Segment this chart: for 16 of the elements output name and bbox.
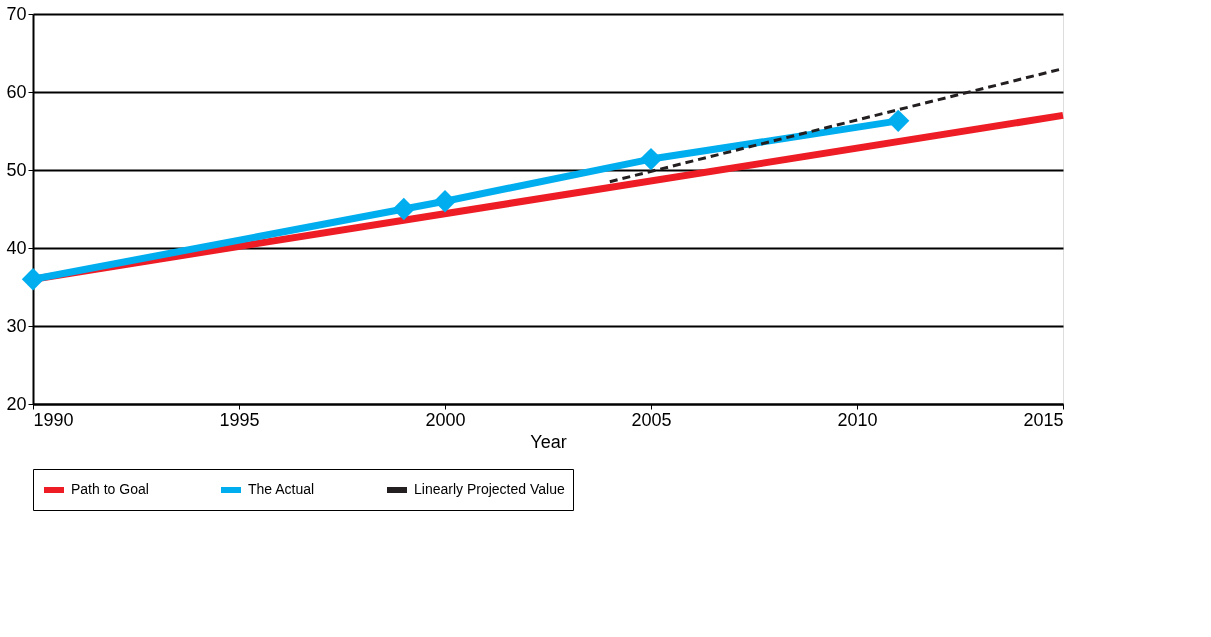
x-axis-title: Year bbox=[530, 431, 567, 452]
y-tick-label: 60 bbox=[6, 81, 27, 102]
x-tick-label: 1990 bbox=[33, 409, 74, 430]
y-tick-label: 40 bbox=[6, 237, 27, 258]
y-tick-label: 50 bbox=[6, 159, 27, 180]
legend-label: Linearly Projected Value bbox=[414, 481, 565, 497]
legend-label: The Actual bbox=[248, 481, 315, 497]
x-tick-label: 2015 bbox=[1023, 409, 1064, 430]
x-tick-label: 2005 bbox=[631, 409, 672, 430]
x-tick-label: 1995 bbox=[219, 409, 260, 430]
x-tick-label: 2000 bbox=[425, 409, 466, 430]
y-tick-label: 70 bbox=[6, 3, 27, 24]
y-tick-label: 30 bbox=[6, 315, 27, 336]
x-tick-label: 2010 bbox=[837, 409, 878, 430]
y-tick-label: 20 bbox=[6, 393, 27, 414]
legend-label: Path to Goal bbox=[71, 481, 149, 497]
